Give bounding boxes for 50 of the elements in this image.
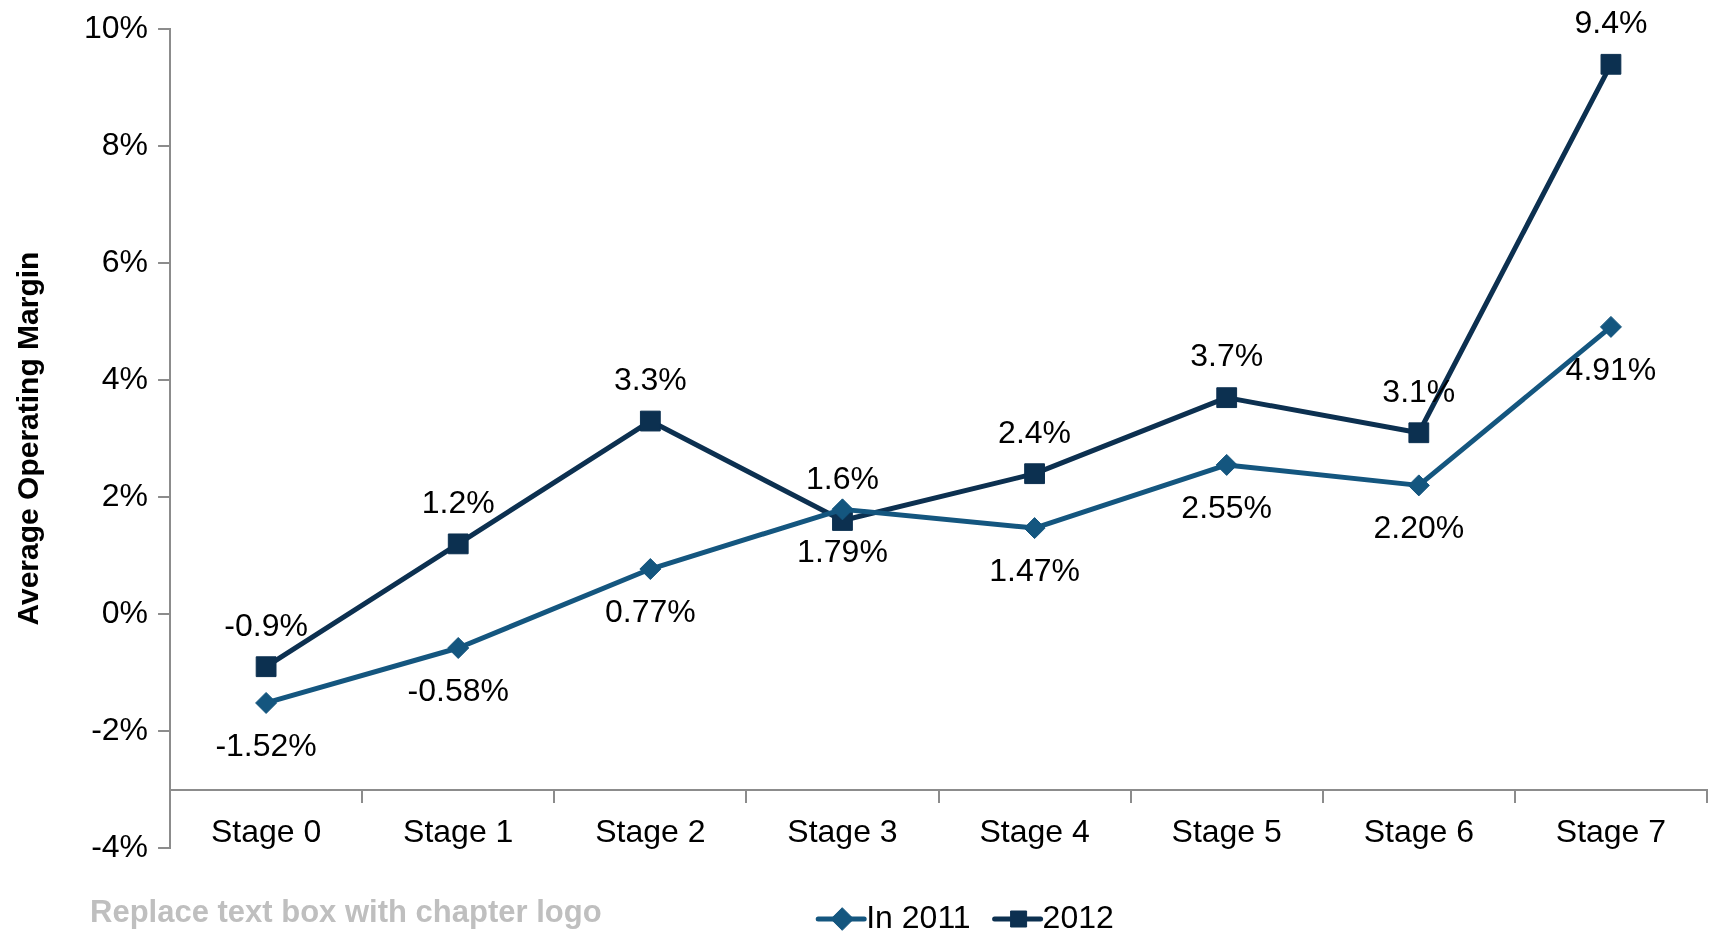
x-tick-label: Stage 5 <box>1171 812 1282 849</box>
x-tick-label: Stage 1 <box>403 812 514 849</box>
legend-label: In 2011 <box>866 898 971 935</box>
data-label: 1.79% <box>797 533 888 570</box>
legend-label: 2012 <box>1042 898 1114 935</box>
data-label: 2.55% <box>1181 488 1273 525</box>
point <box>255 691 278 714</box>
point <box>639 410 661 432</box>
data-label: 3.7% <box>1190 337 1264 374</box>
x-tick-label: Stage 0 <box>210 812 322 849</box>
point <box>447 636 470 659</box>
point <box>1407 474 1430 497</box>
data-label: 0.77% <box>604 592 696 629</box>
x-tick-label: Stage 4 <box>979 812 1090 849</box>
data-label: 2.4% <box>998 413 1072 450</box>
point <box>639 558 662 581</box>
y-tick-label: -4% <box>91 827 149 864</box>
point <box>1215 453 1238 476</box>
y-tick-label: 10% <box>84 9 149 46</box>
x-tick-label: Stage 2 <box>595 812 706 849</box>
x-tick-label: Stage 6 <box>1363 812 1474 849</box>
x-tick-label: Stage 7 <box>1555 812 1667 849</box>
data-label: -0.58% <box>407 671 509 708</box>
point <box>831 498 854 521</box>
point <box>255 656 277 678</box>
point <box>447 533 469 555</box>
data-label: 9.4% <box>1574 4 1648 41</box>
data-label: 3.3% <box>613 360 687 397</box>
y-tick-label: -2% <box>91 710 149 747</box>
point <box>1023 517 1046 540</box>
data-label: -1.52% <box>215 726 317 763</box>
y-tick-label: 4% <box>101 359 149 396</box>
data-label: 2.20% <box>1373 509 1465 546</box>
point <box>1024 463 1045 485</box>
point <box>1599 315 1622 338</box>
y-tick-label: 2% <box>101 476 149 513</box>
y-tick-label: 0% <box>101 593 149 630</box>
data-label: 1.47% <box>989 551 1080 588</box>
y-tick-label: 8% <box>101 126 149 162</box>
x-tick-label: Stage 3 <box>787 812 898 849</box>
data-label: 1.2% <box>421 483 495 520</box>
y-tick-label: 6% <box>101 242 149 279</box>
data-label: -0.9% <box>224 606 308 643</box>
point <box>1408 422 1430 444</box>
y-axis-title: Average Operating Margin <box>11 251 45 626</box>
text: Replace text box with chapter logo <box>90 893 602 929</box>
data-label: 1.6% <box>806 460 879 497</box>
point <box>1600 53 1622 75</box>
point <box>1216 387 1238 409</box>
data-label: 4.91% <box>1565 350 1657 387</box>
